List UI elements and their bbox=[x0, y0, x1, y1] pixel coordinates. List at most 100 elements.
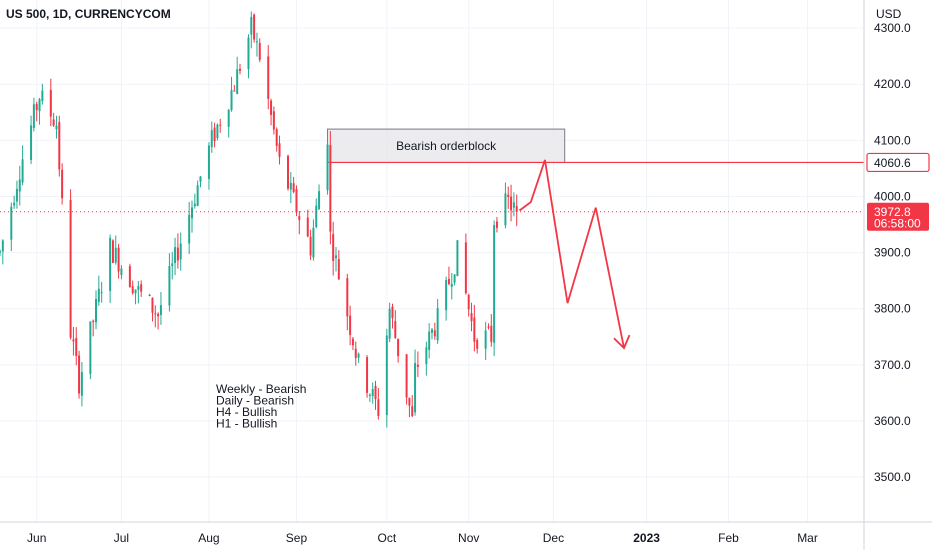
candle[interactable] bbox=[385, 328, 388, 428]
candle[interactable] bbox=[250, 11, 253, 49]
candle[interactable] bbox=[431, 328, 433, 340]
candle[interactable] bbox=[97, 275, 100, 306]
candle[interactable] bbox=[213, 122, 216, 148]
candle[interactable] bbox=[247, 34, 250, 79]
candle[interactable] bbox=[131, 280, 134, 295]
bearish-orderblock-box[interactable] bbox=[327, 128, 566, 163]
candle[interactable] bbox=[306, 209, 309, 238]
candle[interactable] bbox=[467, 293, 470, 317]
candle[interactable] bbox=[120, 265, 123, 280]
candle[interactable] bbox=[216, 123, 219, 141]
candle[interactable] bbox=[92, 319, 95, 337]
candle[interactable] bbox=[349, 305, 352, 346]
candle[interactable] bbox=[366, 355, 369, 398]
candle[interactable] bbox=[408, 397, 411, 418]
candle[interactable] bbox=[368, 393, 371, 402]
candle[interactable] bbox=[335, 247, 337, 272]
candle[interactable] bbox=[219, 118, 222, 133]
candle[interactable] bbox=[275, 127, 278, 152]
candle[interactable] bbox=[193, 193, 196, 209]
candle[interactable] bbox=[484, 321, 487, 360]
candle[interactable] bbox=[255, 32, 258, 57]
candle[interactable] bbox=[258, 38, 261, 63]
candle[interactable] bbox=[41, 83, 44, 105]
candle[interactable] bbox=[18, 165, 21, 206]
candle[interactable] bbox=[414, 349, 417, 416]
candle[interactable] bbox=[487, 323, 490, 330]
candle[interactable] bbox=[329, 131, 332, 245]
candle[interactable] bbox=[507, 186, 510, 209]
candle[interactable] bbox=[159, 291, 162, 325]
candle[interactable] bbox=[154, 305, 157, 328]
candle[interactable] bbox=[371, 382, 374, 404]
candle[interactable] bbox=[453, 274, 456, 286]
candle[interactable] bbox=[292, 176, 295, 194]
candle[interactable] bbox=[473, 304, 476, 352]
candle[interactable] bbox=[374, 380, 377, 410]
candle[interactable] bbox=[179, 232, 182, 271]
candle[interactable] bbox=[157, 312, 160, 330]
candle[interactable] bbox=[447, 266, 450, 286]
candle[interactable] bbox=[188, 201, 191, 255]
candle[interactable] bbox=[312, 219, 315, 261]
candle[interactable] bbox=[267, 44, 270, 110]
candle[interactable] bbox=[207, 142, 210, 190]
candle[interactable] bbox=[95, 290, 97, 330]
candle[interactable] bbox=[55, 115, 58, 139]
candle[interactable] bbox=[199, 175, 202, 188]
candle[interactable] bbox=[391, 303, 394, 329]
candle[interactable] bbox=[318, 184, 321, 210]
candle[interactable] bbox=[450, 272, 453, 300]
candle[interactable] bbox=[495, 216, 498, 233]
candle[interactable] bbox=[270, 98, 273, 126]
candle[interactable] bbox=[476, 338, 479, 354]
candle[interactable] bbox=[30, 115, 33, 165]
candle[interactable] bbox=[196, 180, 199, 207]
candle[interactable] bbox=[52, 112, 55, 127]
candle[interactable] bbox=[377, 387, 380, 420]
candle[interactable] bbox=[515, 194, 518, 227]
candle[interactable] bbox=[171, 251, 174, 280]
candle[interactable] bbox=[230, 76, 233, 112]
candle[interactable] bbox=[49, 78, 52, 127]
candle[interactable] bbox=[272, 106, 275, 135]
candle[interactable] bbox=[114, 235, 117, 265]
candle[interactable] bbox=[287, 154, 289, 191]
candle[interactable] bbox=[10, 202, 13, 252]
candle[interactable] bbox=[15, 180, 18, 209]
candle[interactable] bbox=[236, 56, 239, 95]
candle[interactable] bbox=[512, 192, 515, 217]
candle[interactable] bbox=[176, 233, 179, 269]
candle[interactable] bbox=[117, 243, 120, 279]
candle[interactable] bbox=[456, 240, 459, 277]
candle[interactable] bbox=[428, 323, 431, 359]
candle[interactable] bbox=[346, 273, 349, 331]
candle[interactable] bbox=[32, 97, 35, 132]
candle[interactable] bbox=[411, 395, 414, 418]
candle[interactable] bbox=[148, 293, 151, 297]
candle[interactable] bbox=[493, 220, 496, 357]
candle[interactable] bbox=[13, 195, 16, 209]
candle[interactable] bbox=[354, 341, 357, 366]
candle[interactable] bbox=[504, 182, 507, 229]
candle[interactable] bbox=[445, 276, 448, 321]
candle[interactable] bbox=[89, 321, 92, 380]
candle[interactable] bbox=[253, 13, 256, 43]
candle[interactable] bbox=[1, 239, 4, 265]
candle[interactable] bbox=[168, 253, 171, 312]
candle[interactable] bbox=[337, 250, 340, 281]
candle[interactable] bbox=[210, 121, 213, 153]
candle[interactable] bbox=[174, 237, 177, 276]
candle[interactable] bbox=[425, 341, 428, 376]
candle[interactable] bbox=[111, 239, 114, 264]
candle[interactable] bbox=[35, 101, 38, 122]
candle[interactable] bbox=[326, 143, 329, 195]
candle[interactable] bbox=[397, 338, 400, 363]
candle[interactable] bbox=[109, 234, 112, 304]
candle[interactable] bbox=[490, 314, 493, 347]
candle[interactable] bbox=[289, 171, 292, 204]
candle[interactable] bbox=[69, 189, 72, 340]
candle[interactable] bbox=[394, 310, 397, 339]
